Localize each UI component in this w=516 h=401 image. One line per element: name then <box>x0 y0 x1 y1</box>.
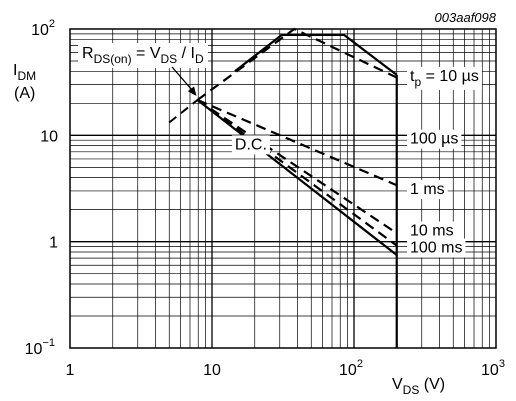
series-label-0: tp = 10 µs <box>410 68 479 89</box>
series-label-5-bg <box>231 135 270 155</box>
x-axis-label: VDS (V) <box>392 376 445 397</box>
series-label-0-sub: p <box>414 75 421 89</box>
rds-limit-line <box>168 99 199 124</box>
rds-annotation-sub: D <box>195 52 204 66</box>
series-label-0-rest: = 10 µs <box>421 68 479 85</box>
x-tick-label: 1 <box>66 362 75 379</box>
series-line-5 <box>196 99 398 256</box>
y-axis-label-main: I <box>13 62 17 79</box>
y-tick-label-exp: 2 <box>49 18 55 30</box>
x-tick-label: 102 <box>339 358 363 379</box>
series-label-1-bg <box>407 129 462 149</box>
figure-code: 003aaf098 <box>435 10 497 25</box>
x-axis-label-unit: (V) <box>419 376 445 393</box>
y-tick-label: 1 <box>49 235 58 252</box>
x-tick-label: 103 <box>481 358 505 379</box>
rds-annotation: RDS(on) = VDS / ID <box>82 45 204 66</box>
y-tick-label-base: 10 <box>40 128 58 145</box>
y-tick-label: 10 <box>40 128 58 145</box>
series-label-3-main: 10 ms <box>410 223 454 240</box>
series-label-5-main: D.C. <box>235 136 267 153</box>
series-line-3 <box>196 99 398 235</box>
rds-annotation-text: / I <box>177 45 195 62</box>
series-label-2-main: 1 ms <box>410 181 445 198</box>
series-layer <box>168 27 398 348</box>
rds-annotation-bg <box>78 43 208 68</box>
y-tick-label-base: 1 <box>49 235 58 252</box>
x-tick-label-base: 10 <box>203 362 221 379</box>
x-tick-label-base: 1 <box>66 362 75 379</box>
series-label-0-main: t <box>410 68 415 85</box>
series-label-4-main: 100 ms <box>410 240 462 257</box>
y-axis-label: IDM <box>13 62 36 83</box>
series-line-2 <box>197 98 398 187</box>
y-tick-label-base: 10 <box>31 22 49 39</box>
rds-annotation-text: = V <box>132 45 161 62</box>
y-tick-label: 10−1 <box>25 337 55 358</box>
series-label-5: D.C. <box>235 136 267 153</box>
rds-annotation-sub: DS(on) <box>94 52 132 66</box>
series-line-4 <box>196 99 398 247</box>
x-tick-label: 10 <box>203 362 221 379</box>
plot-frame <box>69 28 497 349</box>
series-label-1: 100 µs <box>410 131 458 148</box>
y-axis-label-sub: DM <box>17 69 36 83</box>
x-axis-label-main: V <box>392 376 403 393</box>
y-tick-label-base: 10 <box>25 341 43 358</box>
y-axis-unit: (A) <box>14 85 35 102</box>
y-tick-label: 102 <box>31 18 55 39</box>
series-label-4: 100 ms <box>410 240 462 257</box>
x-tick-label-exp: 3 <box>499 358 505 370</box>
series-line-0 <box>234 33 398 76</box>
x-tick-label-base: 10 <box>339 362 357 379</box>
series-label-2-bg <box>407 179 448 199</box>
rds-annotation-text: R <box>82 45 94 62</box>
x-axis-label-sub: DS <box>403 383 420 397</box>
series-label-1-main: 100 µs <box>410 131 458 148</box>
x-tick-label-base: 10 <box>481 362 499 379</box>
y-tick-label-exp: −1 <box>42 337 55 349</box>
rds-annotation-sub: DS <box>160 52 177 66</box>
series-label-3-bg <box>407 221 457 241</box>
x-tick-label-exp: 2 <box>357 358 363 370</box>
series-label-0-bg <box>407 66 482 90</box>
rds-leader-arrowhead <box>187 86 197 96</box>
series-label-3: 10 ms <box>410 223 454 240</box>
series-label-4-bg <box>407 238 466 258</box>
series-label-2: 1 ms <box>410 181 445 198</box>
